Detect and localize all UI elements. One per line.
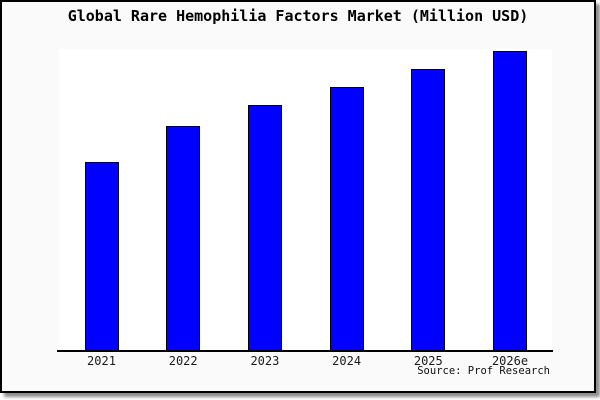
- bar-2023: [247, 105, 282, 351]
- source-credit: Source: Prof Research: [417, 365, 550, 377]
- plot-area: [59, 49, 552, 351]
- x-tick-label-2022: 2022: [168, 354, 198, 368]
- bar-2026e: [493, 51, 527, 351]
- x-tick-label-2024: 2024: [332, 354, 362, 368]
- bar-2024: [329, 87, 364, 351]
- bar-2021: [84, 162, 119, 351]
- chart-title: Global Rare Hemophilia Factors Market (M…: [67, 7, 529, 25]
- x-tick-label-2021: 2021: [87, 354, 116, 368]
- x-tick-label-2026e: 2026e: [491, 354, 529, 368]
- bar-2022: [166, 126, 201, 351]
- x-axis-line: [57, 350, 553, 352]
- bar-2025: [411, 69, 446, 351]
- x-tick-label-2023: 2023: [250, 354, 280, 368]
- x-tick-label-2025: 2025: [413, 354, 443, 368]
